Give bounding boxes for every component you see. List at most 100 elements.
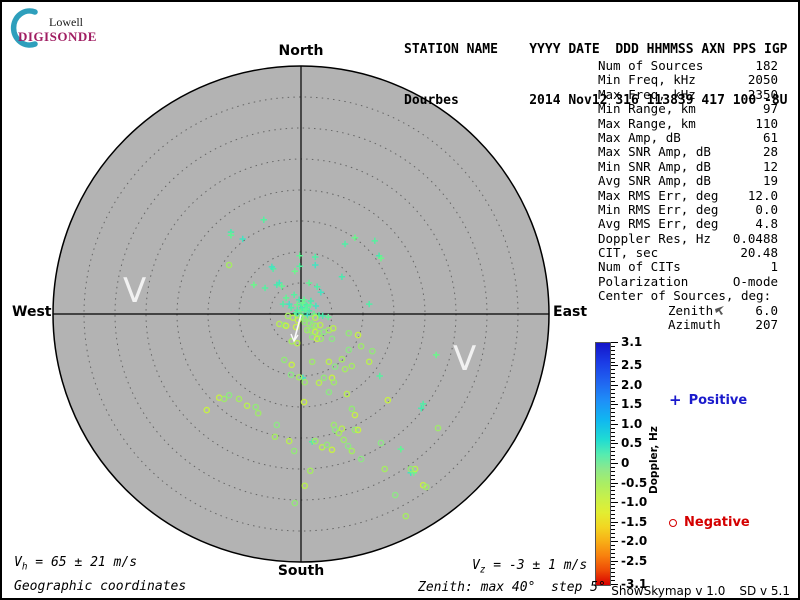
panel-row: Min Range, km 97 bbox=[598, 101, 778, 117]
colorbar-minor-tick bbox=[611, 459, 615, 461]
compass-north-label: North bbox=[278, 43, 324, 59]
colorbar-tick-label: 2.0 bbox=[621, 377, 643, 392]
panel-row: Num of CITs 1 bbox=[598, 259, 778, 275]
colorbar-minor-tick bbox=[611, 349, 615, 351]
panel-row: Min RMS Err, deg 0.0 bbox=[598, 201, 778, 217]
colorbar-minor-tick bbox=[611, 408, 615, 410]
coordinates-mode-label: Geographic coordinates bbox=[14, 579, 187, 594]
colorbar-minor-tick bbox=[611, 416, 615, 418]
colorbar-major-tick bbox=[611, 521, 618, 523]
colorbar-tick-label: -2.5 bbox=[621, 553, 648, 568]
colorbar-tick-label: 3.1 bbox=[621, 335, 643, 349]
panel-row: Num of Sources 182 bbox=[598, 58, 778, 73]
compass-west-label: West bbox=[12, 304, 52, 320]
colorbar-minor-tick bbox=[611, 490, 615, 492]
colorbar-tick-label: 1.5 bbox=[621, 397, 643, 412]
colorbar-minor-tick bbox=[611, 564, 615, 566]
colorbar-minor-tick bbox=[611, 435, 615, 437]
colorbar-tick-label: -1.5 bbox=[621, 514, 648, 529]
zenith-scale-note: Zenith: max 40° step 5° bbox=[418, 580, 606, 595]
version-info: ShowSkymap v 1.0 SD v 5.1 bbox=[611, 584, 790, 598]
measurement-data-panel: Num of Sources 182 Min Freq, kHz 2050 Max Fr… bbox=[598, 58, 778, 332]
panel-row: Zenith 6.0 bbox=[668, 302, 778, 318]
colorbar-minor-tick bbox=[611, 381, 615, 383]
colorbar-minor-tick bbox=[611, 466, 615, 468]
panel-row: Center of Sources, deg: bbox=[598, 288, 772, 304]
panel-row: CIT, sec 20.48 bbox=[598, 245, 778, 261]
colorbar-minor-tick bbox=[611, 505, 615, 507]
v-watermark: V bbox=[453, 339, 476, 379]
colorbar-major-tick bbox=[611, 584, 618, 585]
colorbar-minor-tick bbox=[611, 396, 615, 398]
colorbar-minor-tick bbox=[611, 388, 615, 390]
colorbar-tick-label: 0.5 bbox=[621, 436, 643, 451]
colorbar-minor-tick bbox=[611, 556, 615, 558]
colorbar-major-tick bbox=[611, 560, 618, 562]
colorbar-major-tick bbox=[611, 502, 618, 504]
colorbar-minor-tick bbox=[611, 361, 615, 363]
colorbar-minor-tick bbox=[611, 400, 615, 402]
legend-negative-label: Negative bbox=[684, 515, 750, 530]
colorbar-minor-tick bbox=[611, 478, 615, 480]
colorbar-tick-label: -2.0 bbox=[621, 534, 648, 549]
colorbar-tick-label: -3.1 bbox=[621, 577, 648, 591]
panel-row: Max Amp, dB 61 bbox=[598, 129, 778, 145]
colorbar-minor-tick bbox=[611, 369, 615, 371]
colorbar-minor-tick bbox=[611, 439, 615, 441]
sd-version-label: SD v 5.1 bbox=[739, 584, 790, 598]
compass-east-label: East bbox=[553, 304, 588, 320]
colorbar-minor-tick bbox=[611, 525, 615, 527]
colorbar-minor-tick bbox=[611, 427, 615, 429]
colorbar-minor-tick bbox=[611, 474, 615, 476]
colorbar-major-tick bbox=[611, 541, 618, 543]
header-column-titles: STATION NAME YYYY DATE DDD HHMMSS AXN PP… bbox=[404, 42, 788, 57]
panel-row: Avg SNR Amp, dB 19 bbox=[598, 173, 778, 189]
mouse-cursor-icon bbox=[715, 306, 724, 315]
colorbar-minor-tick bbox=[611, 548, 615, 550]
colorbar-minor-tick bbox=[611, 533, 615, 535]
panel-row: Max RMS Err, deg 12.0 bbox=[598, 187, 778, 203]
colorbar-minor-tick bbox=[611, 513, 615, 515]
negative-doppler-points bbox=[203, 261, 442, 520]
colorbar-minor-tick bbox=[611, 447, 615, 449]
colorbar-minor-tick bbox=[611, 568, 615, 570]
velocity-vector-arrow bbox=[290, 314, 302, 343]
legend-positive: + Positive bbox=[669, 391, 747, 409]
colorbar-minor-tick bbox=[611, 552, 615, 554]
colorbar-minor-tick bbox=[611, 494, 615, 496]
colorbar-minor-tick bbox=[611, 357, 615, 359]
logo-lowell-text: Lowell bbox=[49, 15, 83, 29]
colorbar-minor-tick bbox=[611, 392, 615, 394]
app-version-label: ShowSkymap v 1.0 bbox=[611, 584, 726, 598]
v-watermark: V bbox=[123, 271, 146, 311]
positive-doppler-points bbox=[227, 216, 440, 476]
colorbar-minor-tick bbox=[611, 470, 615, 472]
panel-row: Max SNR Amp, dB 28 bbox=[598, 144, 778, 160]
colorbar-minor-tick bbox=[611, 420, 615, 422]
colorbar-minor-tick bbox=[611, 537, 615, 539]
panel-row: Min Freq, kHz 2050 bbox=[598, 72, 778, 88]
colorbar-minor-tick bbox=[611, 451, 615, 453]
colorbar-minor-tick bbox=[611, 572, 615, 574]
colorbar-major-tick bbox=[611, 404, 618, 406]
colorbar-minor-tick bbox=[611, 544, 615, 546]
colorbar-tick-label: 2.5 bbox=[621, 358, 643, 373]
colorbar-minor-tick bbox=[611, 373, 615, 375]
colorbar-minor-tick bbox=[611, 353, 615, 355]
colorbar-minor-tick bbox=[611, 486, 615, 488]
colorbar-minor-tick bbox=[611, 580, 615, 582]
panel-row: Max Range, km 110 bbox=[598, 115, 778, 131]
panel-row: Min SNR Amp, dB 12 bbox=[598, 158, 778, 174]
colorbar-ticks: 3.1 2.5 2.0 1.5 1.0 0.5 0 -0.5 -1.0 -1.5 -2.0 -2.5 -… bbox=[611, 335, 655, 591]
digisonde-logo: Lowell DIGISONDE bbox=[2, 2, 122, 52]
colorbar-major-tick bbox=[611, 342, 618, 343]
positive-marker-icon: + bbox=[669, 391, 682, 409]
panel-row: Avg RMS Err, deg 4.8 bbox=[598, 216, 778, 232]
header-station-values: Dourbes 2014 Nov12 316 113839 417 100 -8… bbox=[404, 93, 788, 108]
panel-row: Max Freq, kHz 2350 bbox=[598, 86, 778, 102]
colorbar-major-tick bbox=[611, 443, 618, 445]
header-block: STATION NAME YYYY DATE DDD HHMMSS AXN PP… bbox=[404, 7, 788, 143]
logo-crescent-icon bbox=[10, 8, 38, 48]
